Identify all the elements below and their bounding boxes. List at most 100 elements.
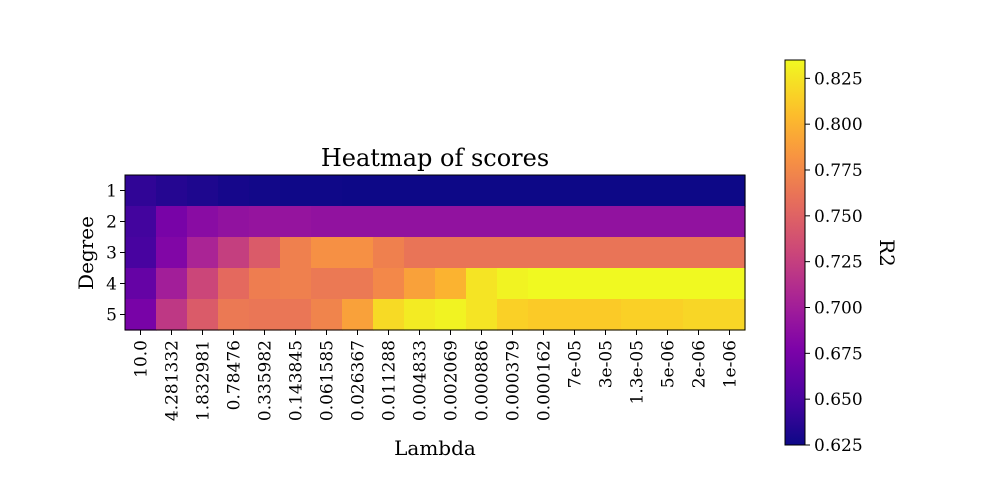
heatmap-cell	[590, 299, 622, 331]
heatmap-cell	[559, 175, 591, 207]
heatmap-cell	[683, 268, 715, 300]
heatmap-cell	[714, 299, 746, 331]
heatmap-cell	[652, 299, 684, 331]
heatmap-cell	[156, 175, 188, 207]
heatmap-cell	[125, 237, 157, 269]
heatmap-cell	[156, 237, 188, 269]
heatmap-cell	[497, 206, 529, 238]
heatmap-cell	[621, 299, 653, 331]
heatmap-cell	[621, 175, 653, 207]
x-tick-label: 0.011288	[380, 340, 400, 421]
heatmap-cell	[280, 237, 312, 269]
x-axis-label: Lambda	[394, 436, 476, 460]
heatmap-cell	[342, 175, 374, 207]
x-tick-label: 0.000162	[535, 340, 555, 421]
heatmap-cell	[342, 237, 374, 269]
x-tick-label: 0.002069	[442, 340, 462, 421]
colorbar-tick-label: 0.750	[814, 207, 863, 227]
heatmap-cell	[714, 237, 746, 269]
heatmap-cell	[590, 175, 622, 207]
colorbar-tick-label: 0.675	[814, 344, 863, 364]
heatmap-cell	[373, 299, 405, 331]
heatmap-cell	[125, 175, 157, 207]
heatmap-cell	[249, 206, 281, 238]
x-tick-label: 3e-05	[597, 340, 617, 388]
heatmap-cell	[528, 268, 560, 300]
colorbar-ticks: 0.625 0.650 0.675 0.700 0.725 0.750 0.775 0.800…	[805, 69, 863, 456]
heatmap-cell	[373, 206, 405, 238]
heatmap-cell	[683, 206, 715, 238]
heatmap-cell	[311, 237, 343, 269]
heatmap-cell	[714, 268, 746, 300]
heatmap-cell	[404, 268, 436, 300]
heatmap-cell	[683, 237, 715, 269]
heatmap-cell	[435, 299, 467, 331]
heatmap-cell	[249, 237, 281, 269]
x-tick-label: 5e-06	[659, 340, 679, 388]
heatmap-cell	[497, 237, 529, 269]
heatmap-cell	[559, 299, 591, 331]
heatmap-cells	[125, 175, 746, 331]
heatmap-cell	[590, 206, 622, 238]
heatmap-cell	[466, 237, 498, 269]
colorbar-tick-label: 0.625	[814, 436, 863, 456]
heatmap-cell	[466, 299, 498, 331]
heatmap-cell	[621, 268, 653, 300]
x-tick-label: 0.026367	[349, 340, 369, 421]
colorbar-tick-label: 0.725	[814, 253, 863, 273]
heatmap-cell	[559, 268, 591, 300]
heatmap-cell	[652, 206, 684, 238]
heatmap-cell	[125, 268, 157, 300]
y-tick-label: 1	[106, 182, 117, 202]
heatmap-cell	[652, 268, 684, 300]
heatmap-cell	[156, 206, 188, 238]
heatmap-cell	[342, 299, 374, 331]
heatmap-cell	[373, 237, 405, 269]
heatmap-cell	[187, 299, 219, 331]
x-tick-label: 2e-06	[690, 340, 710, 388]
heatmap-cell	[311, 268, 343, 300]
heatmap-cell	[466, 268, 498, 300]
heatmap-cell	[187, 206, 219, 238]
heatmap-cell	[404, 175, 436, 207]
heatmap-cell	[218, 237, 250, 269]
heatmap-cell	[528, 237, 560, 269]
heatmap-cell	[311, 175, 343, 207]
x-tick-label: 7e-05	[566, 340, 586, 388]
x-ticks: 10.0 4.281332 1.832981 0.78476 0.335982 0.143…	[132, 330, 741, 421]
heatmap-cell	[125, 299, 157, 331]
x-tick-label: 0.78476	[225, 340, 245, 410]
colorbar-tick-label: 0.825	[814, 69, 863, 89]
heatmap-cell	[714, 175, 746, 207]
heatmap-cell	[342, 268, 374, 300]
heatmap-cell	[683, 175, 715, 207]
heatmap-cell	[528, 299, 560, 331]
heatmap-cell	[280, 175, 312, 207]
colorbar-tick-label: 0.775	[814, 161, 863, 181]
colorbar-tick-label: 0.650	[814, 390, 863, 410]
heatmap-cell	[125, 206, 157, 238]
colorbar	[784, 59, 806, 446]
heatmap-cell	[404, 237, 436, 269]
heatmap-cell	[683, 299, 715, 331]
y-ticks: 1 2 3 4 5	[106, 182, 125, 326]
heatmap-cell	[590, 268, 622, 300]
heatmap-cell	[280, 299, 312, 331]
heatmap-cell	[373, 175, 405, 207]
y-tick-label: 5	[106, 306, 117, 326]
heatmap-cell	[497, 268, 529, 300]
heatmap-cell	[249, 268, 281, 300]
y-tick-label: 2	[106, 213, 117, 233]
colorbar-tick-label: 0.800	[814, 115, 863, 135]
heatmap-cell	[249, 175, 281, 207]
heatmap-cell	[249, 299, 281, 331]
heatmap-cell	[156, 299, 188, 331]
x-tick-label: 1e-06	[721, 340, 741, 388]
heatmap-cell	[714, 206, 746, 238]
heatmap-cell	[590, 237, 622, 269]
heatmap-cell	[621, 206, 653, 238]
heatmap-cell	[342, 206, 374, 238]
x-tick-label: 1.832981	[194, 340, 214, 421]
heatmap-cell	[435, 237, 467, 269]
